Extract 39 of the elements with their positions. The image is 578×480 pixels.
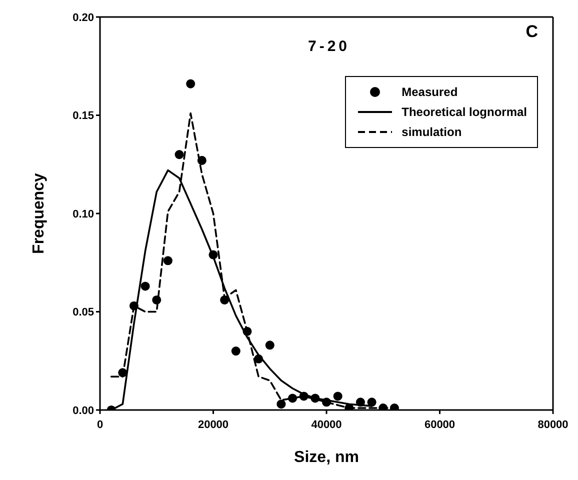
- point: [333, 392, 342, 401]
- y-tick-label: 0.15: [72, 110, 94, 122]
- point: [231, 346, 240, 356]
- x-axis-title: Size, nm: [294, 449, 359, 466]
- legend-label: simulation: [402, 125, 462, 139]
- point: [310, 394, 320, 403]
- point: [367, 398, 376, 407]
- y-tick-label: 0.20: [72, 12, 94, 24]
- point: [163, 256, 172, 266]
- x-tick-label: 40000: [311, 419, 342, 431]
- point: [356, 398, 365, 407]
- point: [129, 301, 138, 310]
- y-axis-title: Frequency: [30, 172, 48, 254]
- point: [152, 295, 162, 304]
- point: [265, 340, 274, 350]
- point: [208, 250, 218, 260]
- y-tick-label: 0.05: [72, 306, 94, 319]
- y-tick-label: 0.10: [72, 208, 94, 220]
- point: [140, 282, 150, 291]
- point: [220, 295, 230, 304]
- point: [174, 150, 184, 160]
- point: [197, 156, 206, 165]
- point: [254, 354, 264, 364]
- x-tick-label: 0: [96, 419, 104, 431]
- x-tick-label: 20000: [198, 419, 229, 431]
- point: [276, 400, 286, 409]
- point: [299, 392, 308, 401]
- legend-label: Theoretical lognormal: [402, 105, 527, 119]
- point: [288, 394, 298, 403]
- point: [118, 368, 128, 378]
- point: [242, 326, 252, 336]
- text: 7-20: [308, 38, 350, 55]
- annotation: C: [526, 22, 538, 42]
- legend-label: Measured: [402, 85, 458, 99]
- point: [322, 398, 332, 407]
- x-tick-label: 80000: [538, 419, 568, 431]
- point: [186, 79, 196, 88]
- x-tick-label: 60000: [424, 419, 456, 431]
- y-tick-label: 0.00: [72, 404, 94, 417]
